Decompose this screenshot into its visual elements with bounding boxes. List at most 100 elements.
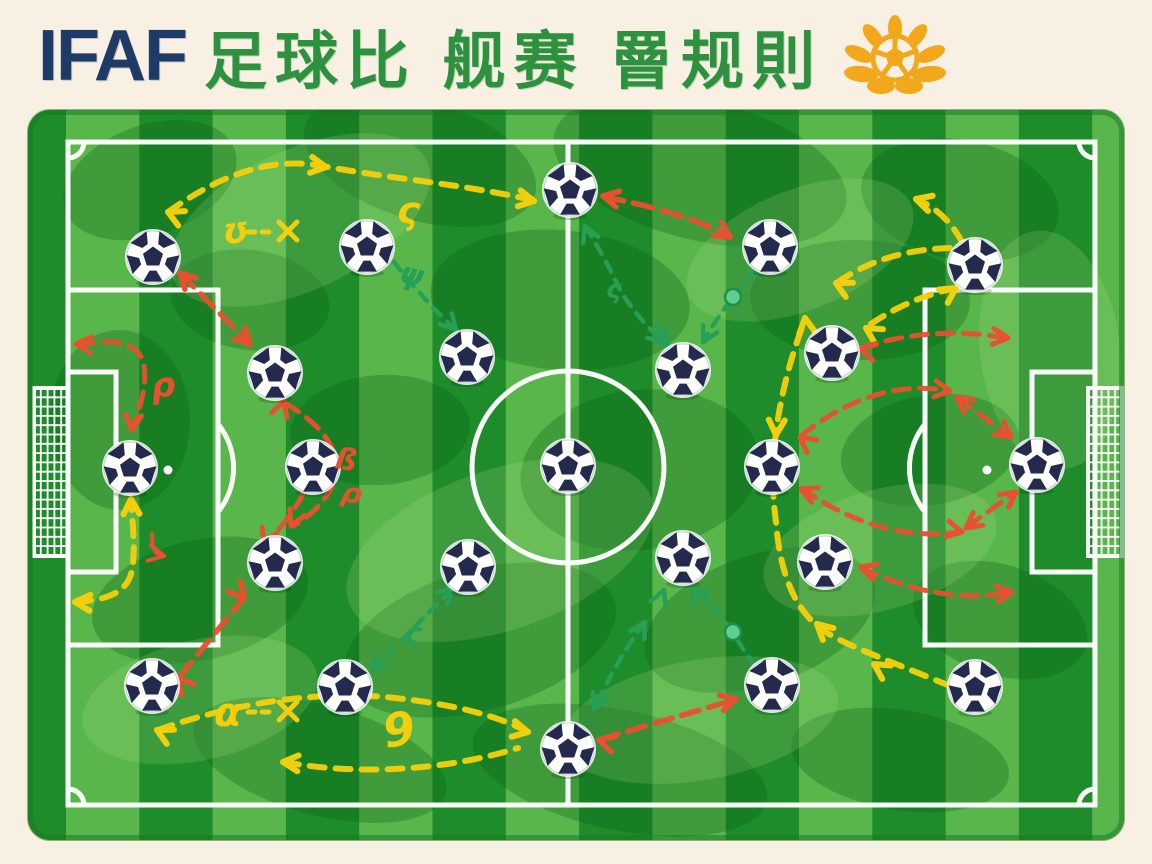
arrowhead [648,587,667,604]
arrowhead [165,208,188,215]
arrowhead [797,434,820,443]
arrowhead [663,327,671,350]
title-chinese: 足球比 舰赛 罾规則 [204,26,824,97]
soccer-ball [247,535,303,593]
soccer-ball [744,439,800,497]
arrowhead [991,431,1014,440]
movement-arrow-red [596,692,739,755]
arrowhead [654,323,667,344]
movement-arrow-red [857,325,1011,363]
arrowhead [73,334,95,347]
soccer-ball [247,345,303,403]
movement-arrow-red [954,394,1014,440]
arrowhead [591,696,610,712]
soccer-ball [125,229,181,287]
arrowhead [590,689,597,712]
arrowhead [765,416,779,438]
arrowhead [434,585,456,595]
soccer-ball [540,721,596,779]
arrowhead [128,496,143,517]
soccer-ball [102,440,158,498]
arrowhead [642,619,648,642]
movement-arrow-red [858,561,1015,605]
movement-arrow-yellow [765,315,953,689]
movement-arrow-green [580,223,667,344]
arrowhead [931,388,953,400]
movement-arrow-yellow [72,496,143,614]
annotation-glyph: ς [395,187,422,233]
arrowhead [689,585,710,598]
arrowhead [177,270,200,281]
arrowhead [858,561,881,570]
poster-header: IFAF 足球比 舰赛 罾规則 [0,0,1152,112]
soccer-ball [797,534,853,592]
arrowhead [689,585,698,607]
soccer-ball [440,539,496,597]
title-latin: IFAF [38,16,188,96]
pitch-ground [28,110,1124,840]
soccer-ball [124,658,180,716]
movement-arrow-yellow [863,285,959,346]
soccer-ball [540,438,596,496]
arrowhead [661,587,669,610]
annotation-glyph: α [214,690,242,736]
soccer-ball [744,657,800,715]
arrowhead [369,663,391,673]
arrowhead [449,311,459,333]
arrowhead [600,188,623,199]
soccer-ball [655,530,711,588]
arrowhead [645,335,667,344]
waypoint-dot [723,287,743,307]
arrowhead [628,619,648,634]
arrowhead [798,485,821,492]
movement-arrow-green [590,619,648,712]
x-arrowhead [276,699,300,723]
soccer-ball [1009,437,1065,495]
arrowhead [871,661,894,669]
movement-arrow-yellow [245,219,300,243]
movement-arrow-green [369,585,456,673]
movement-arrow-yellow [833,245,953,300]
arrowhead [963,510,976,531]
soccer-ball [317,659,373,717]
arrowhead [148,543,166,558]
movement-arrow-yellow [913,192,965,245]
arrowhead [802,315,818,335]
movement-arrow-green [391,259,459,333]
laurel-soccer-badge-icon [844,15,946,94]
movement-arrow-yellow [165,154,537,229]
arrowhead [580,223,588,246]
arrowhead [145,554,166,563]
goal-net [32,386,70,558]
annotation-glyph: ϛ [404,617,423,652]
arrowhead [280,752,302,765]
arrowhead [225,588,247,601]
waypoint-dot [723,622,743,642]
arrowhead [944,285,959,306]
arrowhead [582,223,601,240]
x-arrowhead [276,219,300,243]
arrowhead [954,394,977,403]
soccer-ball [655,342,711,400]
movement-arrow-red [798,485,965,540]
arrowhead [720,696,739,714]
arrowhead [307,164,329,176]
movement-arrow-red [177,270,253,347]
movement-arrow-yellow [154,692,531,747]
annotation-glyph: ʊ [221,209,253,252]
arrowhead [700,330,720,345]
arrowhead [369,651,380,673]
soccer-ball [439,329,495,387]
annotation-glyph: ρ [149,365,177,407]
movement-arrow-yellow [245,699,300,723]
soccer-ball [947,237,1003,295]
arrowhead [995,589,1015,605]
soccer-ball [804,325,860,383]
soccer-ball [542,162,598,220]
movement-arrow-red [73,334,148,433]
annotation-glyph: ς [606,275,622,305]
arrowhead [814,621,837,632]
arrowhead [514,198,537,210]
arrowhead [175,675,197,688]
